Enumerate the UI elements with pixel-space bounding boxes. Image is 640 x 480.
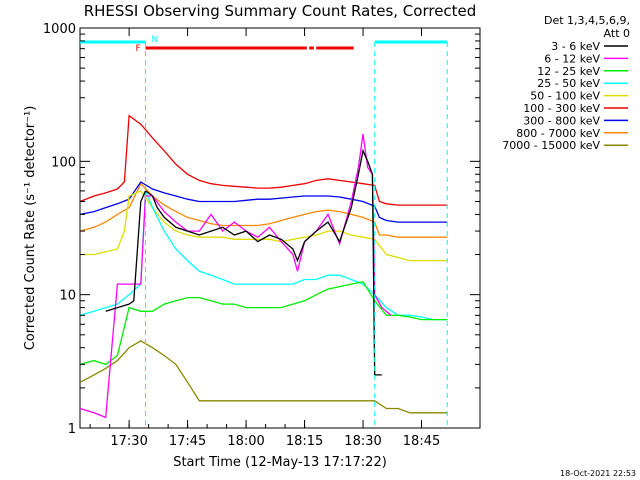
legend-label-3-6-kev: 3 - 6 keV xyxy=(551,40,600,53)
series-line-6-12-kev xyxy=(79,134,392,419)
legend-label-50-100-kev: 50 - 100 keV xyxy=(530,90,600,103)
series-line-800-7000-kev xyxy=(79,182,448,238)
series-line-300-800-kev xyxy=(79,181,448,223)
night-flag-label: N xyxy=(151,35,158,45)
x-tick-label: 17:30 xyxy=(110,434,147,449)
legend-label-12-25-kev: 12 - 25 keV xyxy=(537,65,600,78)
legend-label-6-12-kev: 6 - 12 keV xyxy=(544,52,600,65)
x-axis-label: Start Time (12-May-13 17:17:22) xyxy=(173,455,387,470)
generated-timestamp: 18-Oct-2021 22:53 xyxy=(560,469,636,478)
flag-layer: NF xyxy=(80,35,448,428)
y-tick-label: 10 xyxy=(59,289,76,304)
legend-label-300-800-kev: 300 - 800 keV xyxy=(523,114,600,127)
legend-label-25-50-kev: 25 - 50 keV xyxy=(537,77,600,90)
x-tick-label: 17:45 xyxy=(169,434,206,449)
y-tick-label: 1000 xyxy=(43,22,76,37)
ticks-layer: 17:30 17:45 18:00 18:15 18:30 18:45 1 10 100 1000 xyxy=(43,22,480,449)
x-tick-label: 18:15 xyxy=(286,434,323,449)
legend-label-100-300-kev: 100 - 300 keV xyxy=(523,102,600,115)
legend-label-800-7000-kev: 800 - 7000 keV xyxy=(516,127,600,140)
series-line-3-6-kev xyxy=(105,148,382,376)
chart-title: RHESSI Observing Summary Count Rates, Co… xyxy=(84,2,477,20)
series-line-7000-15000-kev xyxy=(79,340,448,414)
series-line-100-300-kev xyxy=(79,114,448,206)
legend-header-1: Det 1,3,4,5,6,9, xyxy=(544,14,630,27)
legend-header-2: Att 0 xyxy=(604,27,630,40)
legend-label-7000-15000-kev: 7000 - 15000 keV xyxy=(502,139,600,152)
plot-area xyxy=(79,27,481,429)
x-tick-label: 18:00 xyxy=(227,434,264,449)
series-line-50-100-kev xyxy=(80,190,448,262)
x-tick-label: 18:30 xyxy=(344,434,381,449)
y-tick-label: 1 xyxy=(68,422,76,437)
y-tick-label: 100 xyxy=(51,155,76,170)
series-line-12-25-kev xyxy=(79,280,448,366)
y-axis-label: Corrected Count Rate (s⁻¹ detector⁻¹) xyxy=(23,106,38,351)
flare-flag-label: F xyxy=(135,44,140,54)
x-tick-label: 18:45 xyxy=(403,434,440,449)
series-layer xyxy=(79,114,448,419)
